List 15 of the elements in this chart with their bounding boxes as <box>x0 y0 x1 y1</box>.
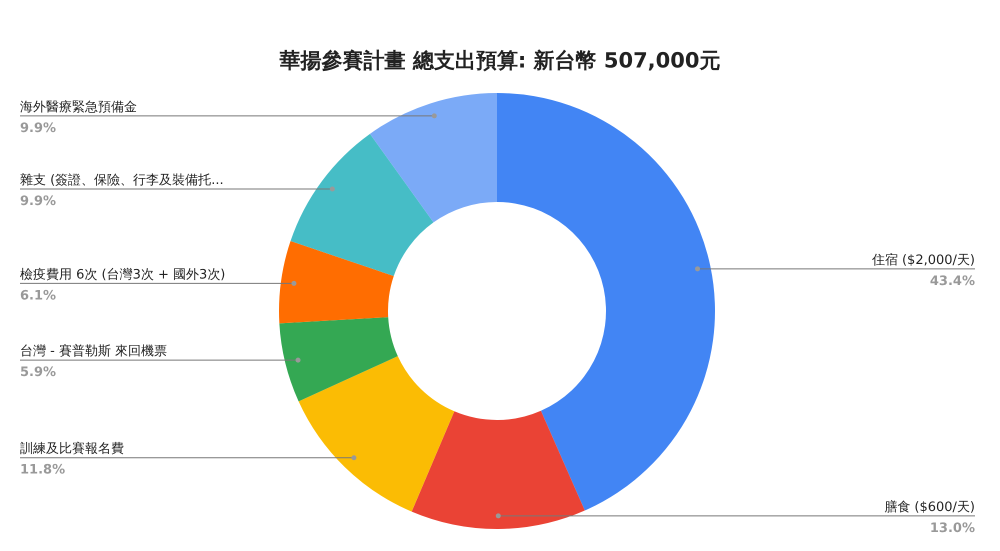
slice-label: 膳食 ($600/天) <box>884 498 975 515</box>
data-label: 13.0% <box>930 520 975 536</box>
data-label: 5.9% <box>20 365 56 380</box>
data-label: 6.1% <box>20 288 56 304</box>
data-label: 9.9% <box>20 120 56 136</box>
data-label: 11.8% <box>20 462 66 478</box>
chart-title: 華揚參賽計畫 總支出預算: 新台幣 507,000元 <box>278 48 720 72</box>
data-label: 43.4% <box>930 274 975 289</box>
slice-label: 海外醫療緊急預備金 <box>20 100 137 115</box>
data-label: 9.9% <box>20 194 56 209</box>
slice-label: 檢疫費用 6次 (台灣3次 + 國外3次) <box>20 267 226 282</box>
slice-label: 訓練及比賽報名費 <box>20 442 124 457</box>
slice-label: 台灣 - 賽普勒斯 來回機票 <box>20 343 168 360</box>
slice-label: 雜支 (簽證、保險、行李及裝備托... <box>20 172 224 188</box>
slice-label: 住宿 ($2,000/天) <box>870 252 975 268</box>
